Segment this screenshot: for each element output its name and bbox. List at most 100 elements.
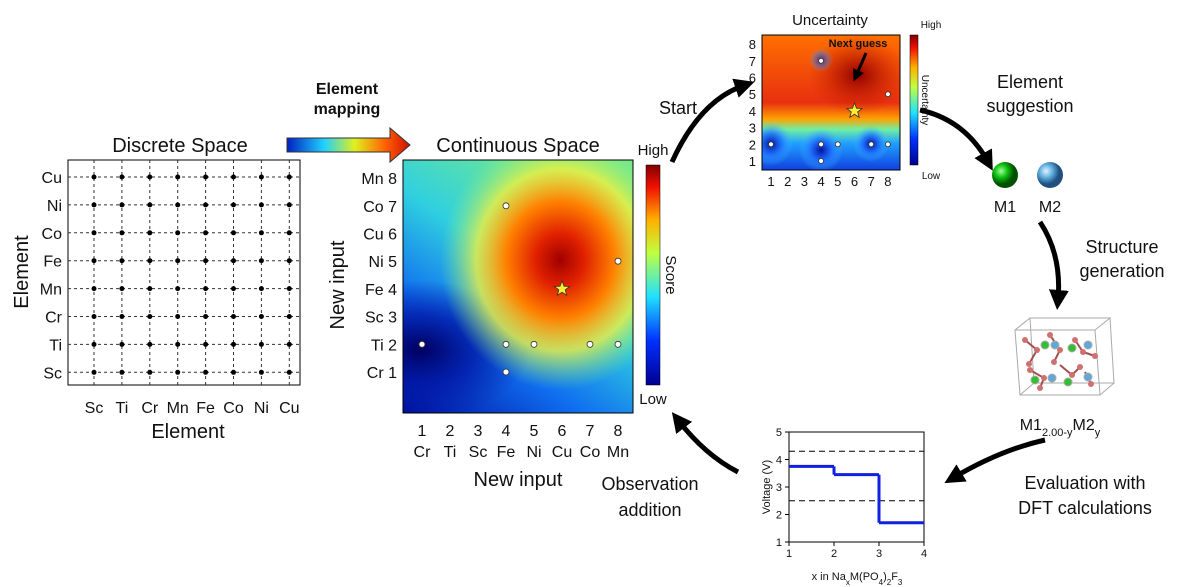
y-tick-label: 2 [776, 510, 782, 522]
text-part: y [1095, 427, 1101, 439]
y-tick-label: 4 [749, 104, 756, 119]
score-colorbar [646, 165, 660, 385]
x-tick-label: 2 [446, 423, 455, 440]
x-tick-label: 7 [868, 174, 875, 189]
grid-node [259, 258, 264, 263]
uncertainty-high: High [921, 20, 942, 31]
grid-node [259, 230, 264, 235]
x-tick-label: Ti [116, 400, 129, 417]
grid-node [231, 230, 236, 235]
grid-node [119, 202, 124, 207]
grid-node [203, 342, 208, 347]
grid-node [147, 286, 152, 291]
x-tick-label: 6 [558, 423, 567, 440]
x-tick-label: 5 [834, 174, 841, 189]
grid-node [231, 370, 236, 375]
grid-node [259, 286, 264, 291]
y-tick-label: Cu [42, 170, 62, 187]
grid-node [175, 258, 180, 263]
x-tick-label: Ni [254, 400, 269, 417]
observation-point [587, 341, 593, 347]
grid-node [175, 314, 180, 319]
formula: M12.00-yM2y [1020, 417, 1101, 439]
x-tick-label: 4 [921, 548, 927, 560]
step-observation: Observation [601, 474, 698, 494]
observation-point [419, 341, 425, 347]
grid-node [203, 258, 208, 263]
grid-node [175, 286, 180, 291]
grid-node [259, 314, 264, 319]
grid-node [231, 342, 236, 347]
text-part: M2 [1073, 417, 1095, 434]
m1-label: M1 [994, 199, 1016, 216]
step-evaluation: DFT calculations [1018, 498, 1152, 518]
grid-node [287, 258, 292, 263]
uncertainty-heatmap [749, 35, 908, 172]
uncertainty-colorbar [910, 35, 918, 165]
x-element-label: Mn [607, 444, 629, 461]
observation-point [819, 159, 824, 164]
step-structure: Structure [1085, 237, 1158, 257]
mapping-label: Element [316, 81, 379, 98]
y-tick-label: 1 [749, 154, 756, 169]
x-element-label: Cr [414, 444, 432, 461]
grid-node [203, 286, 208, 291]
observation-point [531, 341, 537, 347]
grid-node [203, 202, 208, 207]
figure: Discrete Space Element Element Element m… [0, 0, 1186, 587]
observation-point [885, 142, 890, 147]
grid-node [175, 342, 180, 347]
discrete-y-label: Element [11, 235, 33, 309]
grid-node [259, 342, 264, 347]
x-element-label: Ti [444, 444, 457, 461]
discrete-title: Discrete Space [112, 135, 248, 157]
y-tick-label: Ni [47, 198, 62, 215]
x-element-label: Co [580, 444, 601, 461]
y-tick-label: Sc 3 [365, 310, 397, 327]
grid-node [147, 342, 152, 347]
x-tick-label: 1 [786, 548, 792, 560]
grid-node [231, 175, 236, 180]
grid-node [287, 230, 292, 235]
grid-node [119, 314, 124, 319]
y-tick-label: Co 7 [363, 199, 397, 216]
grid-node [231, 314, 236, 319]
x-tick-label: 3 [801, 174, 808, 189]
y-tick-label: Ti [49, 337, 62, 354]
grid-node [119, 230, 124, 235]
grid-node [92, 286, 97, 291]
crystal-structure [1015, 318, 1114, 395]
uncertainty-title: Uncertainty [792, 12, 868, 29]
grid-node [175, 175, 180, 180]
step-suggestion: Element [997, 72, 1063, 92]
y-tick-label: Ti 2 [371, 337, 397, 354]
text-part: M1 [1020, 417, 1042, 434]
colorbar-label: Score [662, 255, 679, 294]
x-tick-label: Sc [85, 400, 104, 417]
grid-node [119, 175, 124, 180]
observation-point [819, 58, 824, 63]
voltage-x-label: x in NaxM(PO4)2F3 [812, 571, 903, 587]
grid-node [287, 342, 292, 347]
x-tick-label: Mn [167, 400, 189, 417]
step-evaluation: Evaluation with [1024, 473, 1145, 493]
x-tick-label: 1 [418, 423, 427, 440]
y-tick-label: Cr [45, 310, 63, 327]
y-tick-label: Cr 1 [367, 365, 397, 382]
y-tick-label: 5 [749, 87, 756, 102]
x-tick-label: Fe [196, 400, 215, 417]
text-part: 2.00-y [1042, 427, 1073, 439]
y-tick-label: Co [42, 226, 63, 243]
sphere-m2 [1037, 162, 1063, 188]
x-tick-label: 4 [502, 423, 511, 440]
grid-node [231, 202, 236, 207]
x-tick-label: 1 [767, 174, 774, 189]
x-tick-label: 5 [530, 423, 539, 440]
grid-node [287, 286, 292, 291]
y-tick-label: 8 [749, 37, 756, 52]
y-tick-label: Fe 4 [365, 282, 397, 299]
text-part: M(PO [850, 571, 879, 583]
observation-point [819, 142, 824, 147]
observation-point [503, 369, 509, 375]
grid-node [175, 370, 180, 375]
